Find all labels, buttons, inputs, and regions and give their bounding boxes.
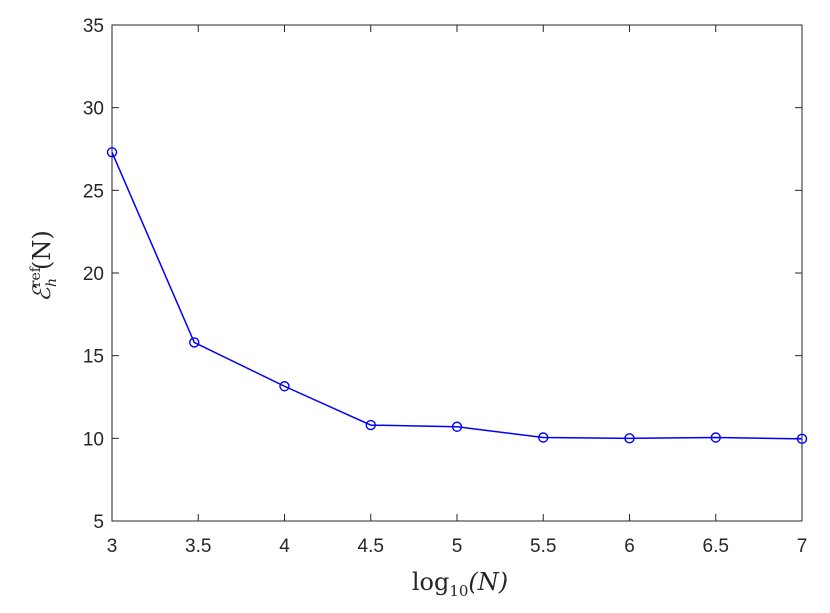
- data-point: [189, 337, 200, 348]
- x-axis-label-argument: (N): [468, 568, 508, 596]
- data-point: [796, 433, 808, 445]
- y-tick-label: 30: [83, 99, 104, 120]
- x-tick-label: 6: [624, 536, 635, 557]
- data-point: [710, 432, 721, 443]
- x-axis-label-subscript: 10: [449, 582, 468, 600]
- y-tick-label: 20: [83, 264, 104, 285]
- y-axis-label-superscript: ref: [28, 265, 44, 287]
- x-tick-label: 5.5: [530, 536, 556, 557]
- ticks: 3 3.5 4 4.5 5 5.5 6 6.5 7 5 10 15 20 25 30 35: [83, 16, 807, 557]
- x-axis-label-base: log: [412, 568, 450, 596]
- x-tick-label: 4.5: [358, 536, 384, 557]
- y-tick-label: 15: [83, 347, 104, 368]
- y-axis-label-argument: (N): [28, 230, 56, 270]
- y-tick-label: 5: [93, 512, 104, 533]
- x-tick-label: 7: [797, 536, 808, 557]
- x-tick-label: 6.5: [703, 536, 729, 557]
- series-layer: [106, 147, 808, 445]
- x-tick-label: 3.5: [185, 536, 211, 557]
- y-tick-label: 10: [83, 429, 104, 450]
- y-axis-label-subscript: h: [44, 278, 60, 287]
- data-point: [451, 421, 463, 432]
- y-tick-label: 25: [83, 181, 104, 202]
- y-axis-label: ℰrefh (N): [28, 230, 60, 301]
- data-point: [106, 147, 118, 158]
- x-axis-label: log10(N): [412, 568, 508, 600]
- x-tick-label: 4: [279, 536, 290, 557]
- data-point: [624, 433, 635, 444]
- y-axis-label-base: ℰ: [28, 285, 56, 302]
- x-tick-label: 5: [452, 536, 463, 557]
- data-point: [365, 419, 376, 431]
- data-point: [279, 381, 290, 392]
- data-point: [538, 432, 549, 443]
- series-line: [111, 152, 803, 440]
- x-tick-label: 3: [107, 536, 118, 557]
- y-tick-label: 35: [83, 16, 104, 37]
